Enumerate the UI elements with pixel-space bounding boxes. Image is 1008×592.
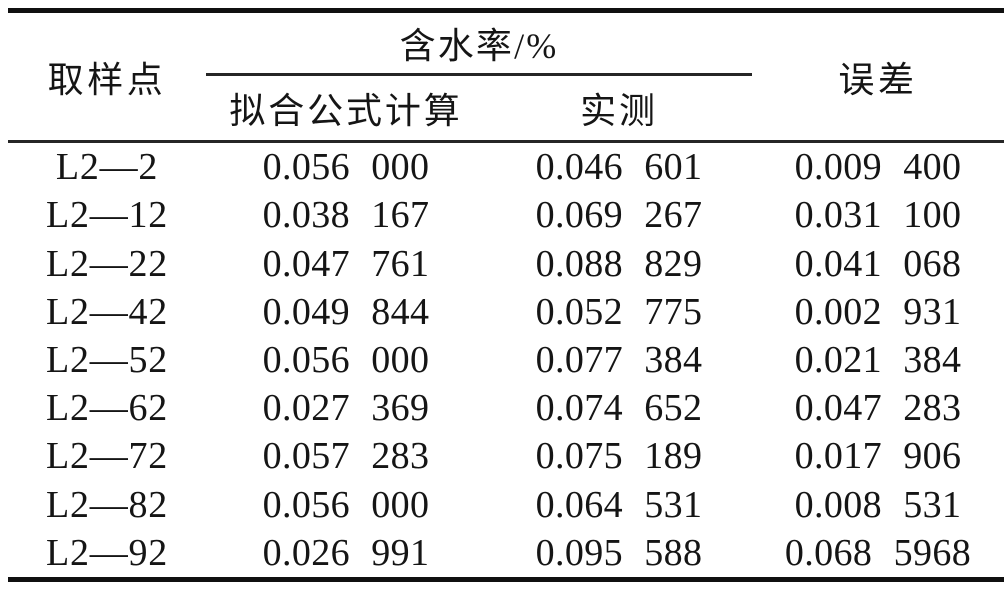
error-value: 0.047 283 <box>794 387 962 430</box>
fitted-value: 0.038 167 <box>262 194 430 237</box>
measured-value: 0.069 267 <box>535 194 703 237</box>
sample-cell: L2—22 <box>45 242 168 285</box>
measured-value: 0.052 775 <box>535 290 703 333</box>
sample-cell: L2—12 <box>45 194 168 237</box>
fitted-value: 0.056 000 <box>262 146 430 189</box>
error-value: 0.041 068 <box>794 242 962 285</box>
table-row: L2—2 0.056 000 0.046 601 0.009 400 <box>8 143 1004 191</box>
fitted-formula-subheader: 拟合公式计算 <box>229 91 463 131</box>
measured-value: 0.088 829 <box>535 242 703 285</box>
error-value: 0.021 384 <box>794 338 962 381</box>
data-table: 取样点 含水率/% 拟合公式计算 实测 误差 L2—2 0.056 000 0.… <box>8 8 1004 582</box>
sample-cell: L2—72 <box>45 435 168 478</box>
sample-point-header: 取样点 <box>47 59 167 100</box>
fitted-value: 0.057 283 <box>262 435 430 478</box>
table-top-rule <box>8 8 1004 13</box>
table-row: L2—12 0.038 167 0.069 267 0.031 100 <box>8 191 1004 239</box>
sample-cell: L2—52 <box>45 338 168 381</box>
error-value: 0.031 100 <box>794 194 962 237</box>
measured-subheader: 实测 <box>580 91 658 131</box>
table-row: L2—52 0.056 000 0.077 384 0.021 384 <box>8 336 1004 384</box>
water-content-header-group: 含水率/% 拟合公式计算 实测 <box>206 13 752 140</box>
fitted-value: 0.027 369 <box>262 387 430 430</box>
table-bottom-rule <box>8 577 1004 582</box>
measured-value: 0.077 384 <box>535 338 703 381</box>
error-value: 0.008 531 <box>794 483 962 526</box>
sample-cell: L2—92 <box>45 531 168 574</box>
table-row: L2—22 0.047 761 0.088 829 0.041 068 <box>8 239 1004 287</box>
water-content-group-label: 含水率/% <box>206 13 752 76</box>
fitted-value: 0.056 000 <box>262 483 430 526</box>
error-value: 0.009 400 <box>794 146 962 189</box>
table-row: L2—62 0.027 369 0.074 652 0.047 283 <box>8 384 1004 432</box>
error-value: 0.002 931 <box>794 290 962 333</box>
fitted-value: 0.056 000 <box>262 338 430 381</box>
fitted-value: 0.026 991 <box>262 531 430 574</box>
measured-value: 0.075 189 <box>535 435 703 478</box>
measured-value: 0.046 601 <box>535 146 703 189</box>
water-content-subheaders: 拟合公式计算 实测 <box>206 76 752 140</box>
sample-cell: L2—62 <box>45 387 168 430</box>
table-header: 取样点 含水率/% 拟合公式计算 实测 误差 <box>8 13 1004 140</box>
fitted-value: 0.049 844 <box>262 290 430 333</box>
sample-cell: L2—82 <box>45 483 168 526</box>
sample-cell: L2—42 <box>45 290 168 333</box>
error-value: 0.017 906 <box>794 435 962 478</box>
table-row: L2—42 0.049 844 0.052 775 0.002 931 <box>8 288 1004 336</box>
table-row: L2—92 0.026 991 0.095 588 0.068 5968 <box>8 529 1004 577</box>
header-bottom-rule <box>8 140 1004 143</box>
table-row: L2—72 0.057 283 0.075 189 0.017 906 <box>8 432 1004 480</box>
table-row: L2—82 0.056 000 0.064 531 0.008 531 <box>8 481 1004 529</box>
measured-value: 0.064 531 <box>535 483 703 526</box>
fitted-value: 0.047 761 <box>262 242 430 285</box>
sample-cell: L2—2 <box>55 146 159 189</box>
table-body: L2—2 0.056 000 0.046 601 0.009 400 L2—12… <box>8 143 1004 577</box>
error-header: 误差 <box>838 59 918 100</box>
measured-value: 0.074 652 <box>535 387 703 430</box>
error-value: 0.068 5968 <box>784 531 972 574</box>
measured-value: 0.095 588 <box>535 531 703 574</box>
